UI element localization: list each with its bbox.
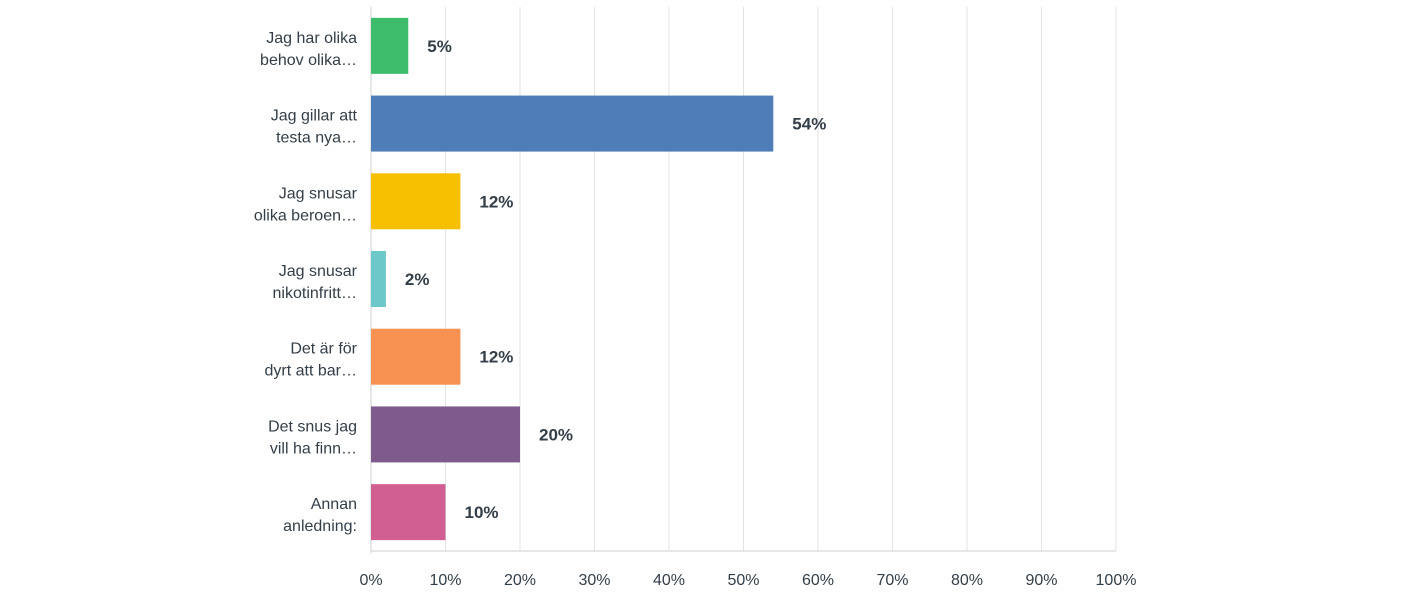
category-label: Jag har olika behov olika…: [260, 30, 357, 69]
x-tick-label: 60%: [802, 572, 834, 589]
category-label: Jag snusar nikotinfritt…: [273, 263, 358, 302]
x-tick-label: 30%: [578, 572, 610, 589]
labels-layer: Jag har olika behov olika… 5% Jag gillar at…: [254, 30, 827, 535]
category-label-line: dyrt att bar…: [265, 363, 357, 380]
category-label: Jag gillar att testa nya…: [271, 108, 358, 147]
value-label: 12%: [479, 348, 513, 367]
category-label-line: Jag gillar att: [271, 108, 358, 125]
category-label-line: Annan: [311, 496, 357, 513]
x-axis-ticks: 0% 10% 20% 30% 40% 50% 60% 70% 80% 90% 100%: [359, 572, 1136, 589]
category-label-line: Det är för: [290, 341, 357, 358]
value-label: 2%: [405, 270, 430, 289]
bar[interactable]: [371, 251, 386, 307]
value-label: 12%: [479, 192, 513, 211]
bar[interactable]: [371, 328, 461, 385]
x-tick-label: 50%: [727, 572, 759, 589]
x-tick-label: 90%: [1025, 572, 1057, 589]
bar[interactable]: [371, 484, 446, 541]
category-label-line: Det snus jag: [268, 418, 357, 435]
x-tick-label: 100%: [1096, 572, 1137, 589]
category-label: Det snus jag vill ha finn…: [268, 418, 357, 457]
bar[interactable]: [371, 173, 461, 230]
x-tick-label: 80%: [951, 572, 983, 589]
x-tick-label: 10%: [429, 572, 461, 589]
bar[interactable]: [371, 17, 409, 74]
category-label-line: vill ha finn…: [270, 440, 357, 457]
value-label: 20%: [539, 425, 573, 444]
bars-layer: [371, 17, 774, 541]
category-label: Jag snusar olika beroen…: [254, 185, 358, 224]
x-tick-label: 0%: [359, 572, 382, 589]
bar[interactable]: [371, 95, 774, 152]
category-label: Det är för dyrt att bar…: [265, 341, 358, 380]
value-label: 5%: [427, 37, 452, 56]
category-label-line: Jag har olika: [266, 30, 357, 47]
category-label-line: behov olika…: [260, 52, 357, 69]
x-tick-label: 70%: [876, 572, 908, 589]
value-label: 10%: [465, 503, 499, 522]
category-label-line: nikotinfritt…: [273, 285, 357, 302]
x-tick-label: 40%: [653, 572, 685, 589]
category-label-line: anledning:: [283, 518, 357, 535]
x-tick-label: 20%: [504, 572, 536, 589]
category-label-line: olika beroen…: [254, 207, 357, 224]
category-label-line: Jag snusar: [279, 185, 358, 202]
category-label-line: Jag snusar: [279, 263, 358, 280]
value-label: 54%: [792, 115, 826, 134]
grid-layer: [370, 7, 1117, 553]
category-label-line: testa nya…: [276, 130, 357, 147]
category-label: Annan anledning:: [283, 496, 357, 535]
bar[interactable]: [371, 406, 520, 463]
